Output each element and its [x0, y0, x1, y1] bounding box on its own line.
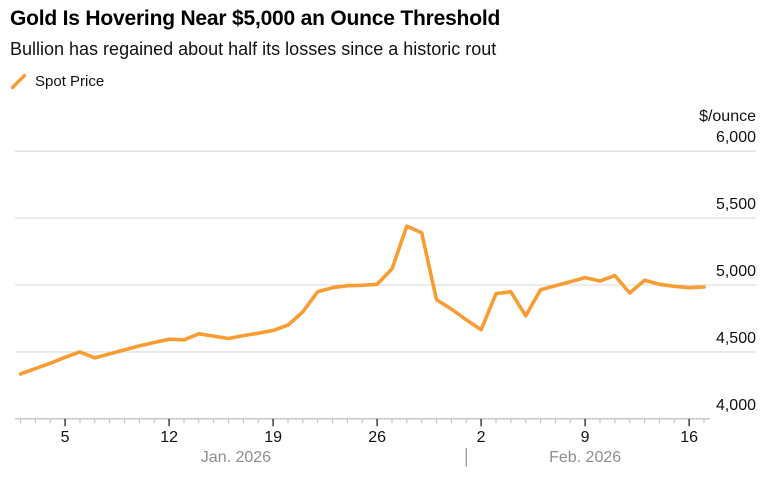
spot-price-line — [18, 224, 706, 376]
y-tick-label: 5,000 — [716, 263, 756, 280]
x-tick-label: 26 — [368, 429, 386, 446]
chart-title: Gold Is Hovering Near $5,000 an Ounce Th… — [10, 7, 501, 30]
x-tick-label: 9 — [581, 429, 590, 446]
chart-header: Gold Is Hovering Near $5,000 an Ounce Th… — [10, 6, 750, 90]
y-tick-label: 4,500 — [716, 330, 756, 347]
month-label: Feb. 2026 — [549, 449, 621, 466]
x-tick-label: 5 — [61, 429, 70, 446]
y-axis-unit-label: $/ounce — [699, 108, 756, 125]
legend: Spot Price — [10, 73, 750, 90]
y-tick-label: 6,000 — [716, 129, 756, 146]
x-tick-label: 16 — [680, 429, 698, 446]
legend-label-spot-price: Spot Price — [35, 73, 105, 91]
y-tick-label: 4,000 — [716, 397, 756, 414]
x-tick-label: 2 — [477, 429, 486, 446]
chart-subtitle: Bullion has regained about half its loss… — [10, 39, 497, 60]
diagonal-line-icon — [10, 74, 27, 90]
x-tick-label: 19 — [264, 429, 282, 446]
x-tick-label: 12 — [160, 429, 178, 446]
y-tick-label: 5,500 — [716, 196, 756, 213]
month-label: Jan. 2026 — [201, 449, 271, 466]
